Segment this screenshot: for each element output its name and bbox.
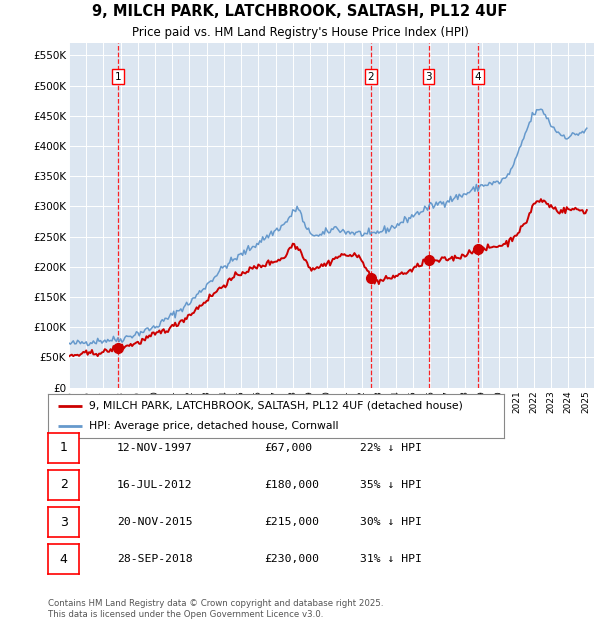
Text: 3: 3 xyxy=(59,516,68,528)
Text: £180,000: £180,000 xyxy=(264,480,319,490)
Text: 1: 1 xyxy=(115,71,122,82)
Text: Price paid vs. HM Land Registry's House Price Index (HPI): Price paid vs. HM Land Registry's House … xyxy=(131,26,469,39)
Text: 20-NOV-2015: 20-NOV-2015 xyxy=(117,517,193,527)
Text: 2: 2 xyxy=(368,71,374,82)
Text: 31% ↓ HPI: 31% ↓ HPI xyxy=(360,554,422,564)
Text: 9, MILCH PARK, LATCHBROOK, SALTASH, PL12 4UF: 9, MILCH PARK, LATCHBROOK, SALTASH, PL12… xyxy=(92,4,508,19)
Text: 9, MILCH PARK, LATCHBROOK, SALTASH, PL12 4UF (detached house): 9, MILCH PARK, LATCHBROOK, SALTASH, PL12… xyxy=(89,401,463,411)
Text: 22% ↓ HPI: 22% ↓ HPI xyxy=(360,443,422,453)
Text: 30% ↓ HPI: 30% ↓ HPI xyxy=(360,517,422,527)
Text: £67,000: £67,000 xyxy=(264,443,312,453)
Text: 16-JUL-2012: 16-JUL-2012 xyxy=(117,480,193,490)
Text: 12-NOV-1997: 12-NOV-1997 xyxy=(117,443,193,453)
Text: 35% ↓ HPI: 35% ↓ HPI xyxy=(360,480,422,490)
Text: HPI: Average price, detached house, Cornwall: HPI: Average price, detached house, Corn… xyxy=(89,421,338,432)
Text: 28-SEP-2018: 28-SEP-2018 xyxy=(117,554,193,564)
Text: £230,000: £230,000 xyxy=(264,554,319,564)
Text: 3: 3 xyxy=(425,71,432,82)
Text: 4: 4 xyxy=(59,553,68,565)
Text: £215,000: £215,000 xyxy=(264,517,319,527)
Text: Contains HM Land Registry data © Crown copyright and database right 2025.
This d: Contains HM Land Registry data © Crown c… xyxy=(48,598,383,619)
Text: 1: 1 xyxy=(59,441,68,454)
Text: 4: 4 xyxy=(475,71,481,82)
Text: 2: 2 xyxy=(59,479,68,491)
